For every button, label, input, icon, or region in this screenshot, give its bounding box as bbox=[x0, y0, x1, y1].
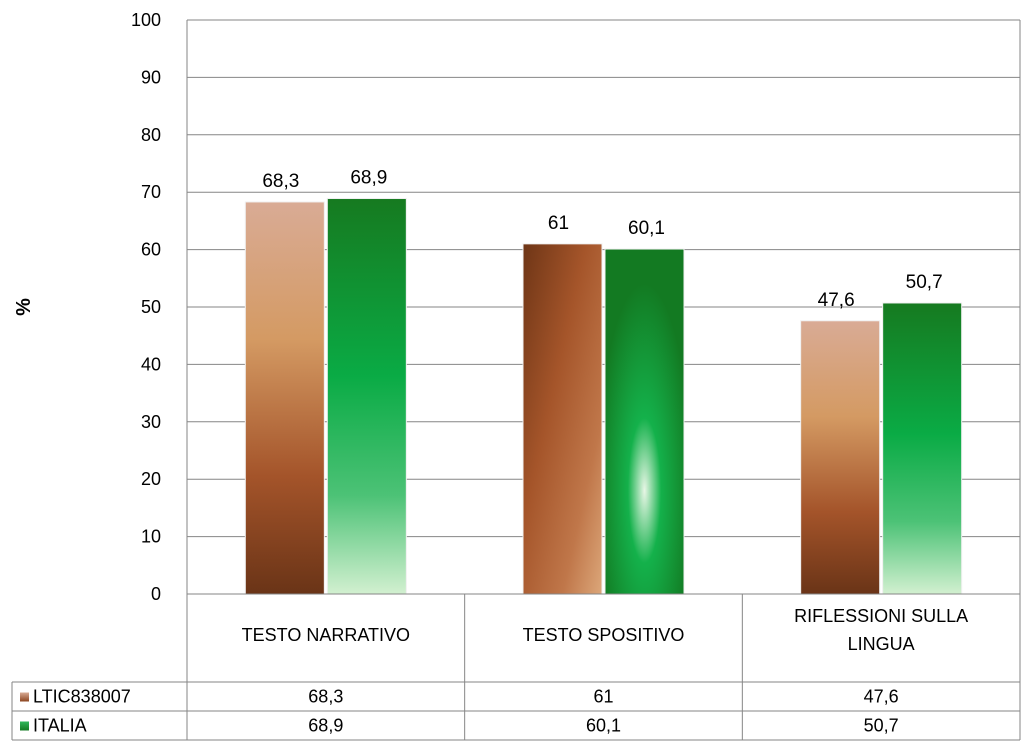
y-tick-label: 60 bbox=[141, 240, 161, 260]
data-label: 47,6 bbox=[818, 290, 855, 311]
series-name: LTIC838007 bbox=[33, 687, 131, 707]
data-table: TESTO NARRATIVO TESTO SPOSITIVO RIFLESSION… bbox=[11, 593, 1020, 741]
bar bbox=[326, 198, 407, 595]
y-tick-label: 20 bbox=[141, 469, 161, 489]
table-cell: 68,3 bbox=[308, 687, 343, 707]
table-cell: 60,1 bbox=[586, 716, 621, 736]
series-name: ITALIA bbox=[33, 716, 87, 736]
table-cell: 50,7 bbox=[864, 716, 899, 736]
y-tick-label: 90 bbox=[141, 67, 161, 87]
category-label: TESTO NARRATIVO bbox=[242, 625, 410, 645]
grid: 0 10 20 30 40 50 60 70 80 90 100% bbox=[13, 10, 1021, 740]
y-axis-title: % bbox=[13, 298, 35, 316]
y-tick-label: 0 bbox=[151, 584, 161, 604]
y-tick-label: 70 bbox=[141, 182, 161, 202]
data-label: 61 bbox=[548, 213, 569, 234]
data-labels: 68,3 68,9 61 60,1 47,6 50,7 bbox=[262, 168, 942, 311]
y-tick-label: 50 bbox=[141, 297, 161, 317]
data-label: 50,7 bbox=[906, 272, 943, 293]
bar bbox=[882, 302, 963, 595]
legend-swatch bbox=[20, 721, 29, 731]
category-label: RIFLESSIONI SULLA LINGUA bbox=[794, 606, 968, 654]
data-label: 68,3 bbox=[262, 171, 299, 192]
y-tick-label: 10 bbox=[141, 527, 161, 547]
y-tick-label: 30 bbox=[141, 412, 161, 432]
legend-swatch bbox=[20, 692, 29, 702]
bar bbox=[800, 320, 881, 595]
bar bbox=[604, 248, 685, 595]
table-cell: 68,9 bbox=[308, 716, 343, 736]
table-cell: 61 bbox=[593, 687, 613, 707]
y-tick-label: 40 bbox=[141, 354, 161, 374]
bar bbox=[244, 201, 325, 595]
data-label: 60,1 bbox=[628, 218, 665, 239]
bar bbox=[522, 243, 603, 595]
data-label: 68,9 bbox=[350, 168, 387, 189]
category-label: TESTO SPOSITIVO bbox=[523, 625, 685, 645]
y-tick-label: 80 bbox=[141, 125, 161, 145]
bars bbox=[244, 198, 963, 595]
y-tick-label: 100 bbox=[131, 10, 161, 30]
table-cell: 47,6 bbox=[864, 687, 899, 707]
